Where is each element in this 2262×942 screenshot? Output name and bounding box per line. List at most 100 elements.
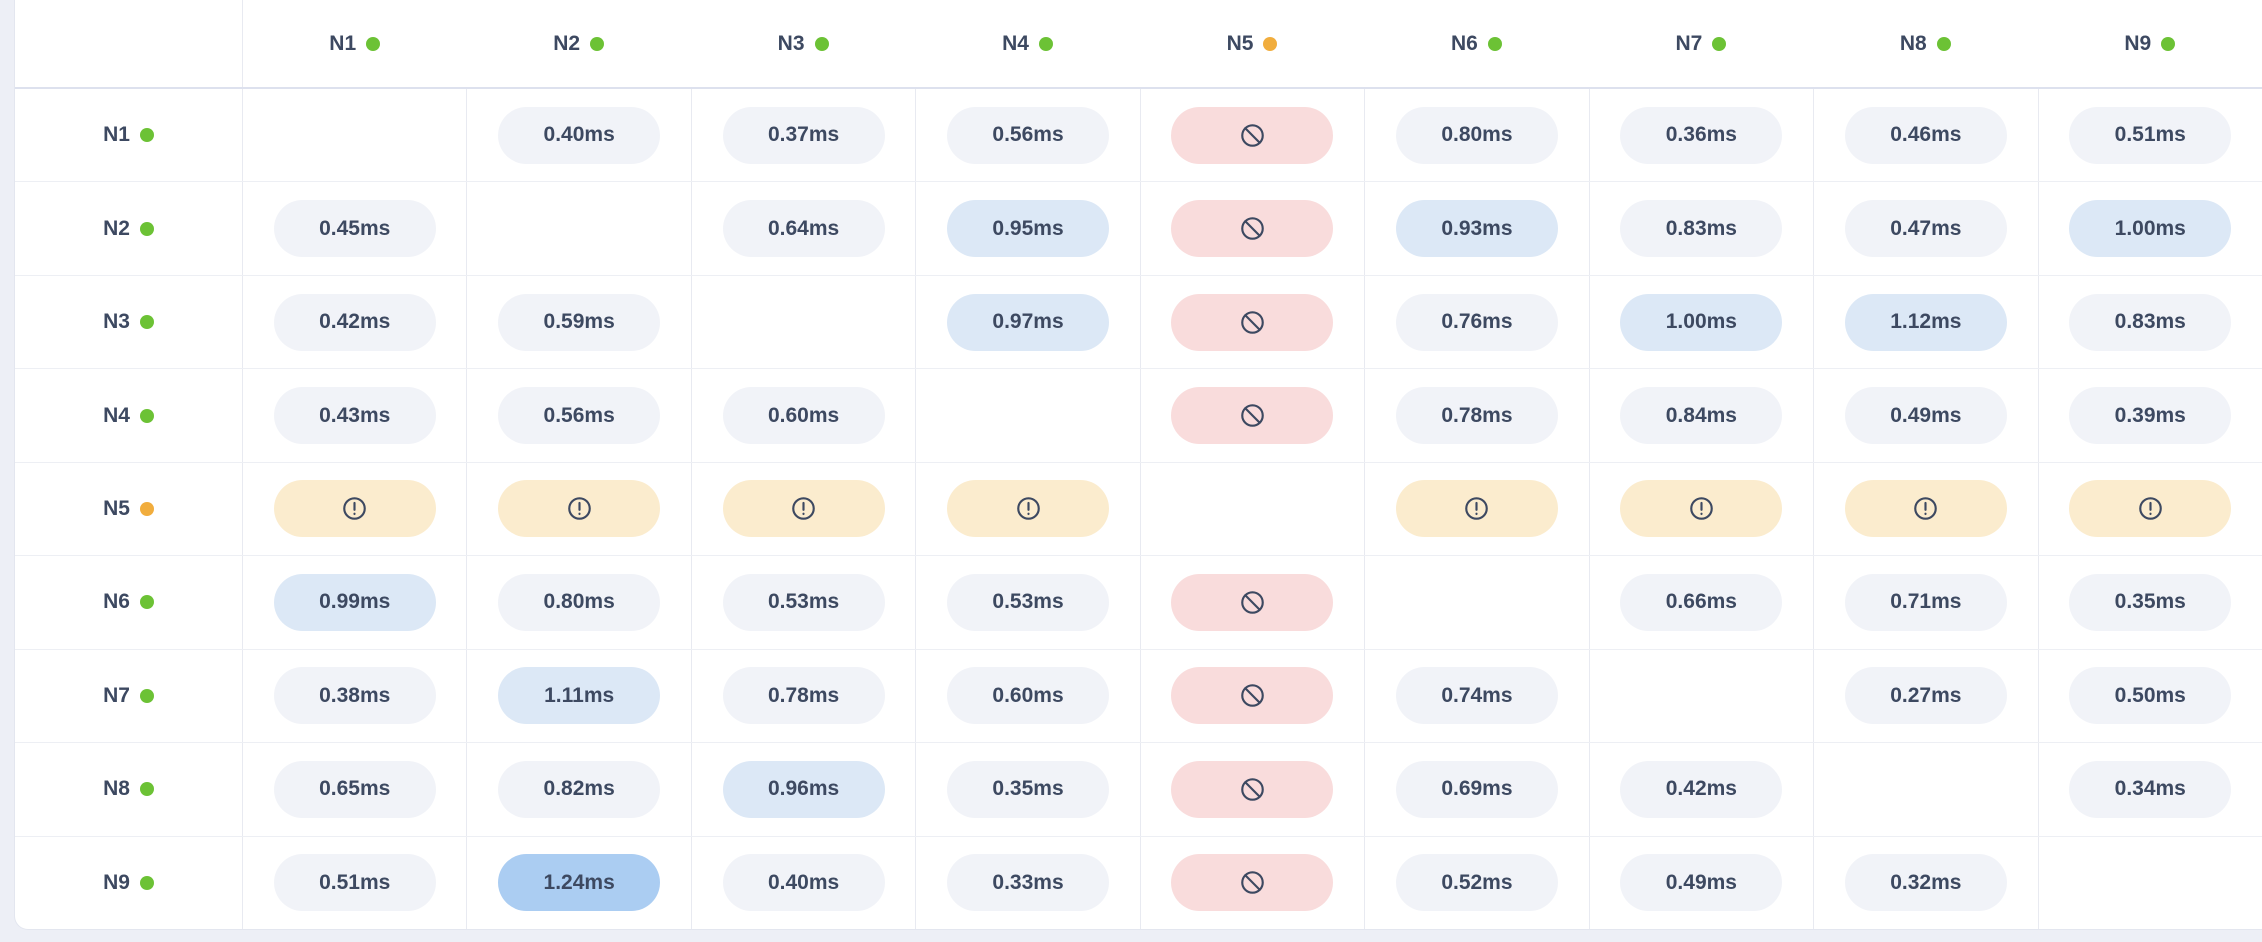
matrix-row-n2: N2 0.45ms 0.64ms 0.95ms 0.93ms 0.83ms 0.47ms 1.… (15, 181, 2262, 275)
blocked-badge[interactable] (1171, 387, 1334, 445)
latency-badge[interactable]: 0.42ms (273, 293, 436, 351)
latency-badge[interactable]: 0.46ms (1844, 106, 2007, 164)
latency-badge[interactable]: 0.66ms (1620, 573, 1783, 631)
latency-badge[interactable]: 0.78ms (722, 667, 885, 725)
latency-badge[interactable]: 0.82ms (498, 760, 661, 818)
latency-cell: 0.97ms (915, 275, 1139, 369)
latency-badge[interactable]: 0.51ms (273, 854, 436, 912)
status-dot-online (139, 782, 154, 797)
latency-cell (1139, 556, 1364, 649)
latency-badge[interactable]: 0.56ms (947, 106, 1110, 164)
latency-badge[interactable]: 0.96ms (722, 760, 885, 818)
latency-badge[interactable]: 0.56ms (498, 387, 661, 445)
latency-badge[interactable]: 0.33ms (947, 854, 1110, 912)
latency-badge[interactable]: 0.59ms (498, 293, 661, 351)
latency-cell: 0.49ms (1813, 369, 2037, 462)
latency-badge[interactable]: 0.99ms (273, 573, 436, 631)
latency-badge[interactable]: 0.27ms (1844, 667, 2007, 725)
latency-cell: 0.35ms (2037, 556, 2262, 649)
latency-cell: 0.46ms (1813, 89, 2037, 182)
column-header-n2: N2 (466, 0, 690, 87)
latency-badge[interactable]: 0.83ms (2069, 293, 2232, 351)
latency-cell (1139, 275, 1364, 369)
latency-badge[interactable]: 0.53ms (722, 573, 885, 631)
latency-badge[interactable]: 1.00ms (2069, 200, 2232, 258)
blocked-badge[interactable] (1171, 293, 1334, 351)
latency-badge[interactable]: 0.35ms (947, 760, 1110, 818)
latency-badge[interactable]: 0.53ms (947, 573, 1110, 631)
latency-badge[interactable]: 0.83ms (1620, 200, 1783, 258)
latency-badge[interactable]: 0.47ms (1844, 200, 2007, 258)
warning-badge[interactable] (498, 480, 661, 538)
latency-badge[interactable]: 0.35ms (2069, 573, 2232, 631)
latency-badge[interactable]: 0.95ms (947, 200, 1110, 258)
latency-badge[interactable]: 0.80ms (1395, 106, 1558, 164)
blocked-badge[interactable] (1171, 760, 1334, 818)
blocked-badge[interactable] (1171, 573, 1334, 631)
ban-icon (1241, 217, 1264, 240)
column-header-label: N8 (1899, 31, 1927, 55)
latency-badge[interactable]: 0.40ms (498, 106, 661, 164)
column-header-n5: N5 (1140, 0, 1364, 87)
latency-badge[interactable]: 0.60ms (722, 387, 885, 445)
latency-cell (1813, 743, 2037, 836)
latency-badge[interactable]: 0.64ms (722, 200, 885, 258)
latency-badge[interactable]: 0.45ms (273, 200, 436, 258)
alert-circle-icon (1016, 497, 1040, 521)
latency-badge[interactable]: 0.49ms (1844, 387, 2007, 445)
latency-cell: 0.80ms (1364, 89, 1588, 182)
blocked-badge[interactable] (1171, 854, 1334, 912)
latency-badge[interactable]: 0.76ms (1395, 293, 1558, 351)
latency-badge[interactable]: 0.42ms (1620, 760, 1783, 818)
blocked-badge[interactable] (1171, 667, 1334, 725)
latency-badge[interactable]: 0.78ms (1395, 387, 1558, 445)
warning-badge[interactable] (273, 480, 436, 538)
latency-cell: 0.56ms (915, 89, 1139, 182)
matrix-row-n3: N3 0.42ms 0.59ms 0.97ms 0.76ms 1.00ms 1.12ms 0.… (15, 274, 2262, 369)
warning-badge[interactable] (947, 480, 1110, 538)
latency-badge[interactable]: 0.34ms (2069, 760, 2232, 818)
latency-badge[interactable]: 0.74ms (1395, 667, 1558, 725)
status-dot-online (139, 128, 154, 143)
ban-icon (1241, 684, 1264, 708)
latency-badge[interactable]: 0.97ms (947, 293, 1110, 351)
latency-badge[interactable]: 0.37ms (722, 106, 885, 164)
latency-badge[interactable]: 0.80ms (498, 573, 661, 631)
latency-badge[interactable]: 0.39ms (2069, 387, 2232, 445)
latency-badge[interactable]: 1.24ms (498, 854, 661, 912)
warning-badge[interactable] (2069, 480, 2232, 538)
matrix-corner-cell (15, 0, 242, 87)
status-dot-online (1487, 36, 1502, 51)
latency-badge[interactable]: 0.84ms (1620, 387, 1783, 445)
warning-badge[interactable] (1620, 480, 1783, 538)
latency-badge[interactable]: 0.93ms (1395, 200, 1558, 258)
latency-badge[interactable]: 0.38ms (273, 667, 436, 725)
latency-badge[interactable]: 0.40ms (722, 854, 885, 912)
latency-badge[interactable]: 0.32ms (1844, 854, 2007, 912)
latency-cell: 0.83ms (1588, 182, 1813, 275)
latency-badge[interactable]: 1.00ms (1620, 293, 1783, 351)
latency-cell (915, 369, 1139, 462)
latency-badge[interactable]: 0.60ms (947, 667, 1110, 725)
latency-badge[interactable]: 0.36ms (1620, 106, 1783, 164)
latency-badge[interactable]: 0.69ms (1395, 760, 1558, 818)
blocked-badge[interactable] (1171, 106, 1334, 164)
warning-badge[interactable] (1395, 480, 1558, 538)
row-header-label: N5 (103, 496, 130, 520)
blocked-badge[interactable] (1171, 200, 1334, 258)
latency-badge[interactable]: 0.49ms (1620, 854, 1783, 912)
status-dot-warning (1263, 36, 1278, 51)
latency-badge[interactable]: 1.11ms (498, 667, 661, 725)
latency-badge[interactable]: 0.43ms (273, 387, 436, 445)
row-header-n8: N8 (15, 743, 242, 835)
warning-badge[interactable] (1844, 480, 2007, 538)
latency-badge[interactable]: 0.71ms (1844, 573, 2007, 631)
latency-cell (915, 462, 1139, 556)
latency-cell: 1.00ms (1588, 275, 1813, 369)
latency-badge[interactable]: 0.65ms (273, 760, 436, 818)
latency-badge[interactable]: 0.51ms (2069, 106, 2232, 164)
warning-badge[interactable] (722, 480, 885, 538)
latency-badge[interactable]: 0.50ms (2069, 667, 2232, 725)
latency-badge[interactable]: 0.52ms (1395, 854, 1558, 912)
latency-badge[interactable]: 1.12ms (1844, 293, 2007, 351)
